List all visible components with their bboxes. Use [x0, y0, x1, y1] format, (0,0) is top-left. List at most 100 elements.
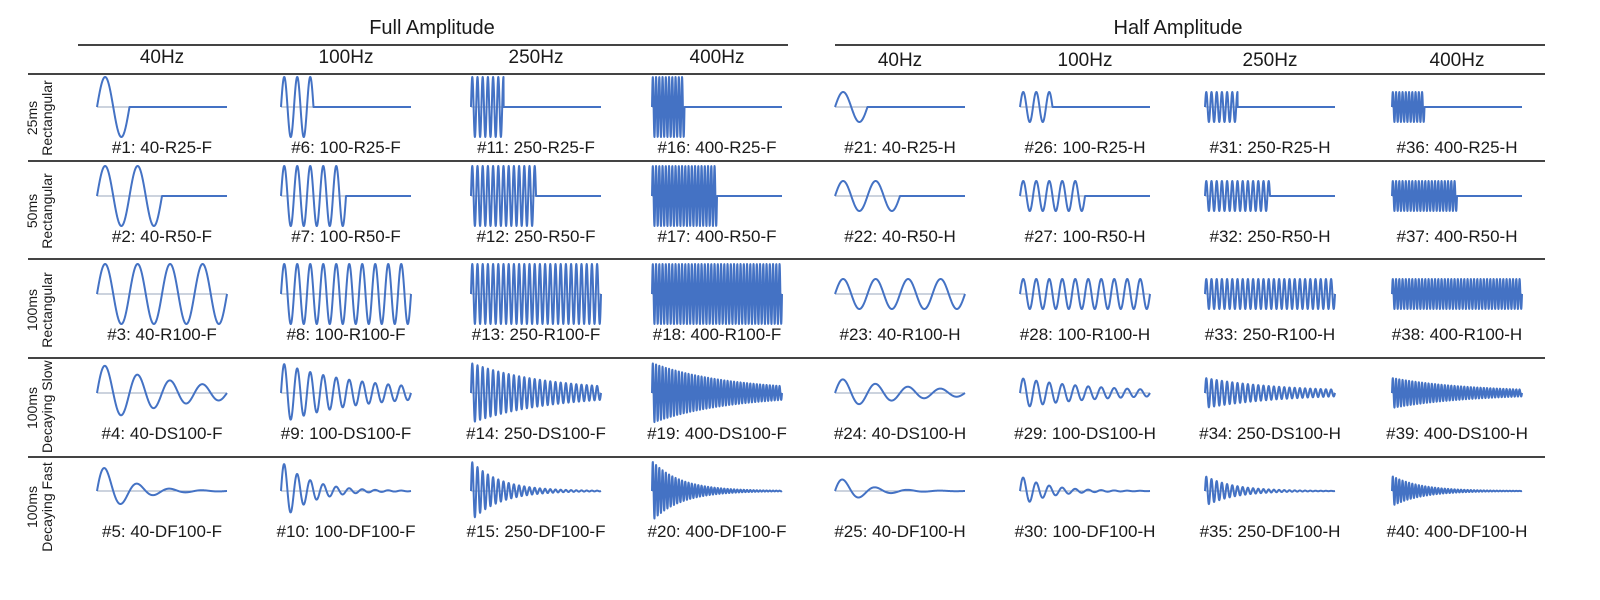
waveform-trace	[470, 76, 602, 138]
pattern-caption: #14: 250-DS100-F	[466, 424, 606, 443]
waveform-trace	[1019, 377, 1151, 408]
pattern-caption: #6: 100-R25-F	[291, 138, 401, 157]
pattern-caption: #36: 400-R25-H	[1396, 138, 1518, 157]
pattern-caption: #7: 100-R50-F	[291, 227, 401, 246]
waveform-plot	[1019, 180, 1151, 212]
waveform-trace	[280, 463, 412, 514]
waveform-plot	[651, 362, 783, 424]
waveform-plot	[651, 263, 783, 325]
pattern-caption: #24: 40-DS100-H	[833, 424, 967, 443]
waveform-plot	[96, 364, 228, 417]
waveform-trace	[280, 76, 412, 138]
row-label: 100ms Rectangular	[24, 265, 55, 355]
waveform-trace	[651, 362, 783, 424]
waveform-plot	[651, 461, 783, 520]
row-envelope-label: Rectangular	[39, 271, 55, 348]
pattern-caption: #40: 400-DF100-H	[1386, 522, 1528, 541]
waveform-trace	[651, 263, 783, 325]
row-envelope-label: Decaying Fast	[39, 462, 55, 552]
row-duration-label: 50ms	[24, 193, 40, 229]
pattern-caption: #10: 100-DF100-F	[276, 522, 416, 541]
row-label: 50ms Rectangular	[24, 166, 55, 256]
pattern-caption: #39: 400-DS100-H	[1386, 424, 1528, 443]
waveform-plot	[280, 76, 412, 138]
row-duration-label: 100ms	[24, 485, 40, 529]
pattern-caption: #9: 100-DS100-F	[280, 424, 412, 443]
waveform-plot	[96, 165, 228, 227]
waveform-plot	[470, 461, 602, 519]
waveform-plot	[1204, 377, 1336, 409]
pattern-caption: #28: 100-R100-H	[1019, 325, 1151, 344]
waveform-trace	[1204, 377, 1336, 409]
row-envelope-label: Rectangular	[39, 80, 55, 156]
waveform-trace	[96, 165, 228, 227]
waveform-plot	[280, 463, 412, 514]
row-separator	[28, 456, 810, 458]
pattern-caption: #21: 40-R25-H	[844, 138, 956, 157]
row-separator	[28, 258, 810, 260]
waveform-trace	[834, 478, 966, 499]
waveform-trace	[1204, 278, 1336, 310]
group-title-half: Half Amplitude	[1113, 17, 1243, 39]
pattern-caption: #25: 40-DF100-H	[834, 522, 966, 541]
row-duration-label: 100ms	[24, 288, 40, 331]
row-label: 100ms Decaying Slow	[24, 360, 55, 453]
waveform-trace	[1391, 91, 1523, 123]
frequency-header: 250Hz	[1242, 50, 1298, 71]
row-envelope-label: Decaying Slow	[39, 360, 55, 453]
waveform-plot	[96, 263, 228, 325]
pattern-caption: #27: 100-R50-H	[1024, 227, 1146, 246]
frequency-header: 40Hz	[877, 50, 923, 71]
row-separator	[810, 160, 1545, 162]
waveform-trace	[1204, 180, 1336, 212]
waveform-plot	[1204, 475, 1336, 506]
frequency-header: 400Hz	[689, 47, 745, 68]
row-separator	[810, 357, 1545, 359]
waveform-trace	[96, 76, 228, 138]
pattern-caption: #18: 400-R100-F	[652, 325, 782, 344]
pattern-caption: #23: 40-R100-H	[839, 325, 961, 344]
waveform-plot	[1391, 377, 1523, 409]
row-separator	[28, 357, 810, 359]
waveform-plot	[280, 165, 412, 227]
waveform-trace	[470, 165, 602, 227]
row-separator	[810, 73, 1545, 75]
pattern-caption: #30: 100-DF100-H	[1014, 522, 1156, 541]
frequency-header: 40Hz	[139, 47, 185, 68]
waveform-plot	[280, 263, 412, 325]
waveform-trace	[96, 263, 228, 325]
waveform-plot	[1391, 278, 1523, 310]
waveform-plot	[1391, 180, 1523, 212]
waveform-trace	[834, 378, 966, 406]
waveform-plot	[96, 76, 228, 138]
waveform-plot	[1019, 377, 1151, 408]
waveform-plot	[651, 165, 783, 227]
waveform-trace	[470, 362, 602, 423]
pattern-caption: #5: 40-DF100-F	[102, 522, 222, 541]
waveform-trace	[470, 461, 602, 519]
waveform-trace	[651, 165, 783, 227]
waveform-trace	[470, 263, 602, 325]
waveform-trace	[96, 364, 228, 417]
waveform-plot	[1019, 278, 1151, 310]
waveform-plot	[96, 467, 228, 505]
pattern-caption: #19: 400-DS100-F	[647, 424, 787, 443]
waveform-plot	[651, 76, 783, 138]
waveform-plot	[834, 478, 966, 499]
waveform-plot	[834, 378, 966, 406]
waveform-trace	[1204, 475, 1336, 506]
waveform-trace	[1204, 91, 1336, 123]
waveform-plot	[1019, 476, 1151, 503]
pattern-caption: #29: 100-DS100-H	[1014, 424, 1156, 443]
waveform-plot	[834, 180, 966, 212]
waveform-trace	[1019, 278, 1151, 310]
pattern-caption: #3: 40-R100-F	[107, 325, 217, 344]
waveform-plot	[1391, 475, 1523, 506]
pattern-caption: #32: 250-R50-H	[1209, 227, 1331, 246]
pattern-caption: #16: 400-R25-F	[657, 138, 777, 157]
pattern-caption: #4: 40-DS100-F	[101, 424, 223, 443]
row-envelope-label: Rectangular	[39, 173, 55, 249]
pattern-caption: #15: 250-DF100-F	[466, 522, 606, 541]
waveform-trace	[1019, 91, 1151, 123]
